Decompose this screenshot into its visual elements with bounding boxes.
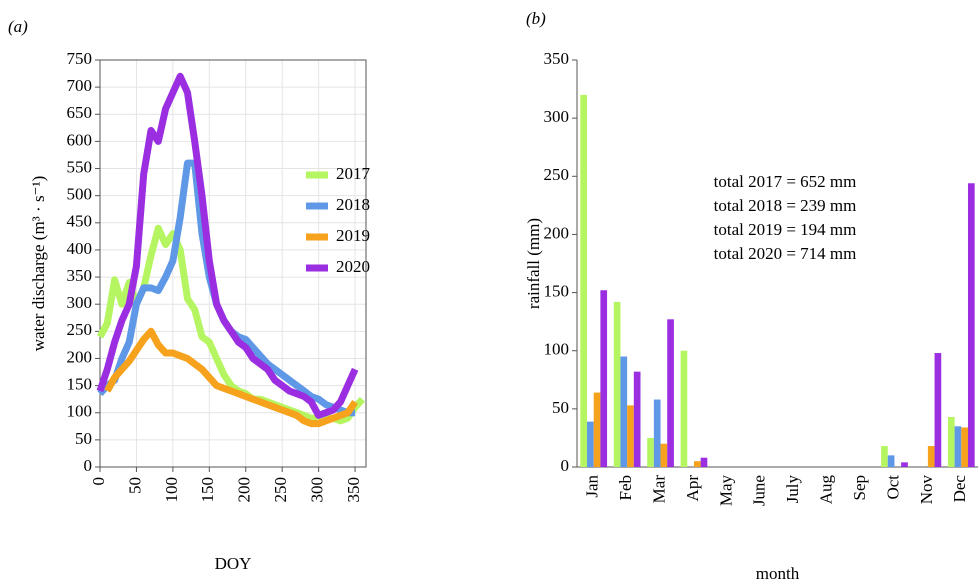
x-tick-label: Aug — [817, 475, 836, 505]
y-tick-label: 350 — [67, 266, 93, 285]
y-tick-label: 300 — [544, 107, 570, 126]
x-tick-label: 200 — [235, 477, 254, 503]
bar — [700, 457, 708, 467]
y-tick-label: 250 — [67, 320, 93, 339]
plot-frame — [99, 59, 367, 468]
bar — [633, 371, 641, 467]
bar — [587, 421, 594, 467]
y-tick-label: 600 — [67, 130, 93, 149]
bar — [954, 426, 962, 467]
x-tick-label: 150 — [198, 477, 217, 503]
x-tick-label: Apr — [683, 475, 702, 502]
bar — [887, 455, 895, 467]
panel-label: (a) — [8, 17, 28, 36]
legend-label: 2019 — [336, 226, 370, 245]
y-tick-label: 0 — [561, 456, 570, 475]
bar — [653, 399, 661, 467]
bar — [693, 461, 701, 467]
x-tick-label: 0 — [89, 477, 108, 486]
x-tick-label: 250 — [271, 477, 290, 503]
bar — [580, 94, 588, 467]
data-line — [96, 72, 359, 419]
y-tick-label: 100 — [544, 340, 570, 359]
x-tick-label: 300 — [308, 477, 327, 503]
y-tick-label: 750 — [67, 49, 93, 68]
bar — [881, 446, 888, 467]
bar — [961, 427, 968, 467]
bar — [680, 350, 688, 467]
bar — [667, 319, 674, 467]
y-tick-label: 500 — [67, 185, 93, 204]
annotation: total 2020 = 714 mm — [714, 244, 857, 263]
legend-label: 2018 — [336, 195, 370, 214]
bar — [620, 356, 628, 467]
x-tick-label: 350 — [344, 477, 363, 503]
y-tick-label: 300 — [67, 293, 93, 312]
y-axis-label: water discharge (m³ · s⁻¹) — [29, 176, 48, 352]
bar — [967, 183, 975, 467]
y-tick-label: 200 — [67, 347, 93, 366]
x-tick-label: Dec — [950, 475, 969, 503]
bar — [593, 392, 601, 467]
annotation: total 2018 = 239 mm — [714, 196, 857, 215]
data-line — [104, 327, 358, 428]
x-axis-label: DOY — [215, 554, 252, 573]
bar — [647, 437, 654, 467]
x-tick-label: Oct — [883, 475, 902, 500]
bar — [927, 446, 935, 467]
bar — [600, 290, 608, 467]
bar — [660, 443, 668, 467]
y-tick-label: 200 — [544, 223, 570, 242]
y-tick-label: 650 — [67, 103, 93, 122]
bar — [613, 301, 621, 467]
bar — [901, 462, 908, 467]
x-tick-label: Sep — [850, 475, 869, 501]
y-tick-label: 450 — [67, 212, 93, 231]
annotation: total 2017 = 652 mm — [714, 172, 857, 191]
y-tick-label: 150 — [544, 281, 570, 300]
y-tick-label: 0 — [84, 456, 93, 475]
x-tick-label: June — [750, 475, 769, 506]
x-tick-label: Feb — [616, 475, 635, 501]
x-tick-label: 50 — [125, 477, 144, 494]
x-tick-label: May — [716, 475, 735, 507]
x-tick-label: Mar — [649, 475, 668, 504]
y-axis-label: rainfall (mm) — [524, 218, 543, 309]
y-tick-label: 400 — [67, 239, 93, 258]
legend-label: 2017 — [336, 164, 371, 183]
x-tick-label: Nov — [917, 475, 936, 505]
y-tick-label: 100 — [67, 402, 93, 421]
y-tick-label: 350 — [544, 49, 570, 68]
x-tick-label: 100 — [162, 477, 181, 503]
bar — [627, 405, 634, 467]
x-tick-label: Jan — [583, 475, 602, 498]
panel-label: (b) — [526, 9, 546, 28]
y-tick-label: 700 — [67, 76, 93, 95]
annotation: total 2019 = 194 mm — [714, 220, 857, 239]
y-tick-label: 250 — [544, 165, 570, 184]
x-axis-label: month — [756, 564, 800, 583]
y-tick-label: 50 — [552, 398, 569, 417]
x-tick-label: July — [783, 475, 802, 504]
legend-label: 2020 — [336, 257, 370, 276]
y-tick-label: 50 — [75, 429, 92, 448]
bar — [947, 416, 955, 467]
y-tick-label: 150 — [67, 375, 93, 394]
y-tick-label: 550 — [67, 157, 93, 176]
bar — [934, 353, 942, 467]
